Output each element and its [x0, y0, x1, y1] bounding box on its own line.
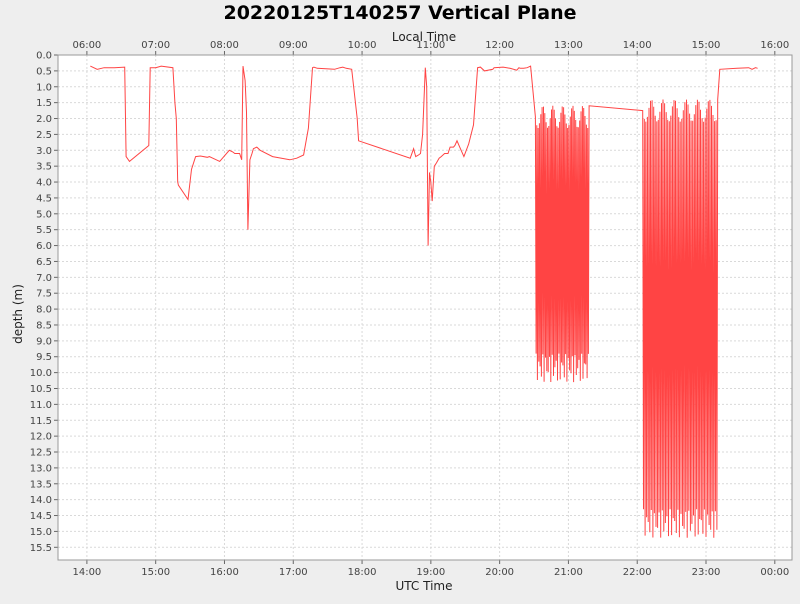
y-tick-label: 12.0: [30, 432, 52, 443]
y-tick-label: 3.0: [36, 146, 52, 157]
y-tick-label: 10.0: [30, 368, 52, 379]
x-tick-label-utc: 00:00: [760, 567, 789, 578]
x-tick-label-local: 16:00: [760, 40, 789, 51]
y-tick-label: 1.0: [36, 82, 52, 93]
y-tick-label: 8.5: [36, 320, 52, 331]
depth-series-line: [90, 65, 758, 538]
x-tick-label-local: 12:00: [485, 40, 514, 51]
y-tick-label: 11.0: [30, 400, 52, 411]
y-tick-label: 12.5: [30, 448, 52, 459]
y-tick-label: 9.0: [36, 336, 52, 347]
x-tick-label-local: 07:00: [141, 40, 170, 51]
y-tick-label: 11.5: [30, 416, 52, 427]
y-tick-label: 9.5: [36, 352, 52, 363]
y-tick-label: 6.5: [36, 257, 52, 268]
x-tick-label-local: 15:00: [692, 40, 721, 51]
x-tick-label-local: 11:00: [416, 40, 445, 51]
y-tick-label: 4.0: [36, 178, 52, 189]
x-tick-label-utc: 22:00: [623, 567, 652, 578]
y-tick-label: 13.0: [30, 463, 52, 474]
x-tick-label-utc: 21:00: [554, 567, 583, 578]
y-tick-label: 0.0: [36, 51, 52, 62]
y-axis-label: depth (m): [11, 284, 25, 344]
y-tick-label: 10.5: [30, 384, 52, 395]
plot-frame: [57, 54, 793, 561]
x-tick-label-utc: 20:00: [485, 567, 514, 578]
y-tick-label: 15.0: [30, 527, 52, 538]
y-tick-label: 2.0: [36, 114, 52, 125]
x-tick-label-utc: 18:00: [348, 567, 377, 578]
x-tick-label-local: 13:00: [554, 40, 583, 51]
x-tick-label-local: 06:00: [72, 40, 101, 51]
x-axis-label: UTC Time: [396, 579, 453, 593]
y-tick-label: 7.0: [36, 273, 52, 284]
x-tick-label-local: 10:00: [348, 40, 377, 51]
y-tick-label: 14.5: [30, 511, 52, 522]
x-tick-label-local: 09:00: [279, 40, 308, 51]
y-tick-label: 1.5: [36, 98, 52, 109]
y-tick-label: 6.0: [36, 241, 52, 252]
y-tick-label: 13.5: [30, 479, 52, 490]
y-tick-label: 5.5: [36, 225, 52, 236]
y-tick-label: 7.5: [36, 289, 52, 300]
y-tick-label: 15.5: [30, 543, 52, 554]
top-axis-label: Local Time: [392, 30, 456, 44]
y-tick-label: 8.0: [36, 305, 52, 316]
x-tick-label-utc: 23:00: [692, 567, 721, 578]
y-tick-label: 3.5: [36, 162, 52, 173]
x-tick-label-utc: 17:00: [279, 567, 308, 578]
y-tick-label: 14.0: [30, 495, 52, 506]
x-tick-label-utc: 14:00: [72, 567, 101, 578]
y-tick-label: 4.5: [36, 193, 52, 204]
x-tick-label-utc: 15:00: [141, 567, 170, 578]
x-tick-label-local: 08:00: [210, 40, 239, 51]
y-tick-label: 0.5: [36, 66, 52, 77]
x-tick-label-local: 14:00: [623, 40, 652, 51]
x-tick-label-utc: 16:00: [210, 567, 239, 578]
chart-title: 20220125T140257 Vertical Plane: [223, 2, 576, 24]
x-tick-label-utc: 19:00: [416, 567, 445, 578]
y-tick-label: 2.5: [36, 130, 52, 141]
y-tick-label: 5.0: [36, 209, 52, 220]
